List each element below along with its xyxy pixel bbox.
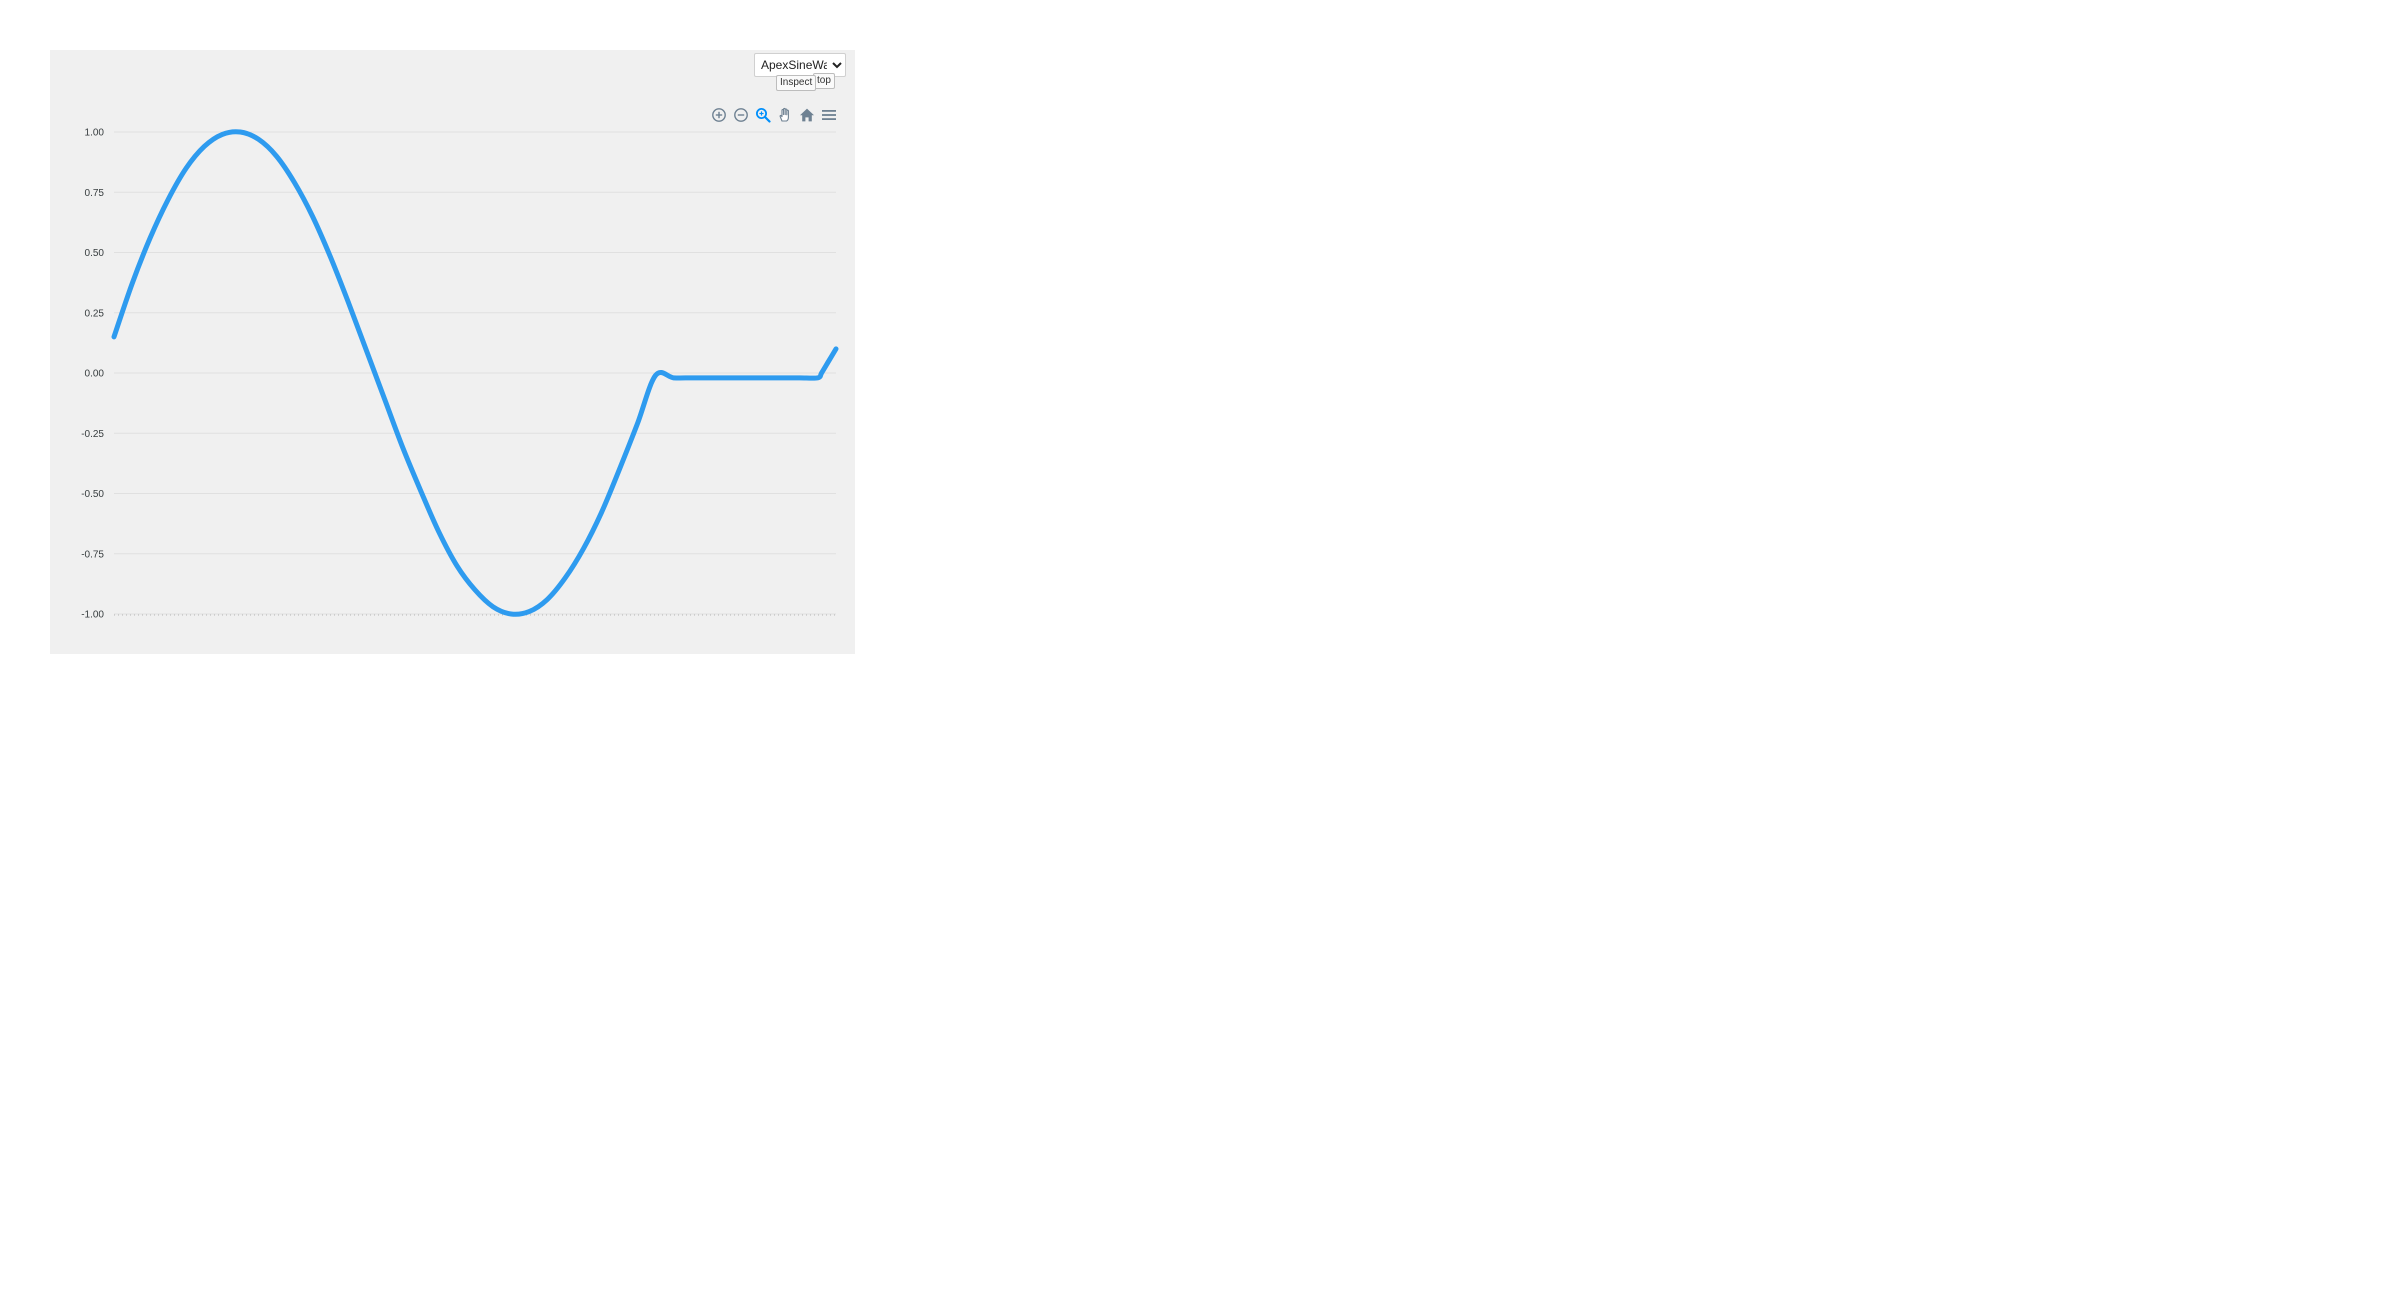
y-tick-label: -0.25 [81,429,104,440]
zoom-out-icon[interactable] [731,106,750,125]
stop-button[interactable]: top [813,73,835,89]
y-tick-label: 0.75 [85,188,105,199]
y-axis-tick-labels: 1.00 0.75 0.50 0.25 0.00 -0.25 -0.50 -0.75 -1.00 [81,128,104,621]
reset-home-icon[interactable] [797,106,816,125]
sine-wave-series-line[interactable] [111,129,839,617]
menu-icon[interactable] [819,106,838,125]
y-tick-label: 0.00 [85,369,105,380]
y-tick-label: -0.50 [81,489,104,500]
y-tick-label: -0.75 [81,549,104,560]
y-tick-label: 0.25 [85,308,105,319]
chart-panel: 1.00 0.75 0.50 0.25 0.00 -0.25 -0.50 -0.75 -1.00… [50,50,855,654]
selection-zoom-icon[interactable] [753,106,772,125]
chart-toolbar [709,105,838,125]
zoom-in-icon[interactable] [709,106,728,125]
y-tick-label: 1.00 [85,128,105,139]
pan-hand-icon[interactable] [775,106,794,125]
grid-lines [114,131,836,615]
inspect-button[interactable]: Inspect [776,75,817,91]
y-tick-label: 0.50 [85,248,105,259]
y-tick-label: -1.00 [81,610,104,621]
line-chart: 1.00 0.75 0.50 0.25 0.00 -0.25 -0.50 -0.75 -1.00 [81,128,839,621]
